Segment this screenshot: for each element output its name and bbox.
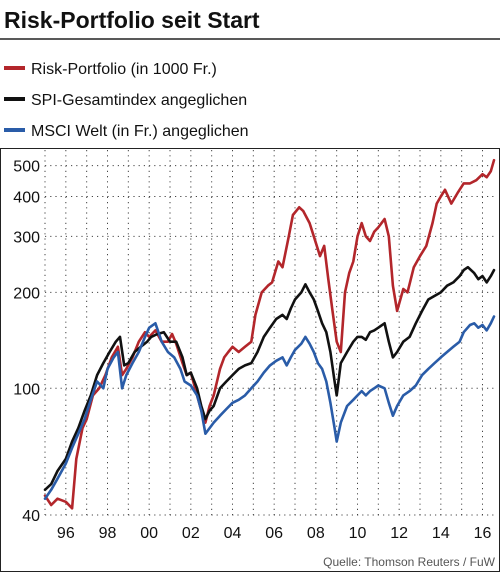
y-tick-label: 400 [13,190,40,207]
x-tick-label: 16 [474,525,492,542]
y-tick-label: 40 [22,508,40,525]
x-tick-label: 96 [57,525,75,542]
chart-title: Risk-Portfolio seit Start [4,7,260,33]
x-tick-label: 14 [432,525,450,542]
legend-label-risk: Risk-Portfolio (in 1000 Fr.) [31,61,217,78]
grid [44,150,495,516]
plot-frame [0,148,500,572]
y-tick-label: 100 [13,381,40,398]
x-tick-label: 10 [349,525,367,542]
x-tick-label: 98 [99,525,117,542]
y-tick-label: 200 [13,285,40,302]
x-tick-label: 12 [390,525,408,542]
x-tick-label: 00 [140,525,158,542]
x-axis: 96 98 00 02 04 06 08 10 12 14 16 [57,525,492,542]
x-tick-label: 06 [265,525,283,542]
series-line-1 [43,158,496,510]
source-note: Quelle: Thomson Reuters / FuW [323,555,496,569]
legend-label-msci: MSCI Welt (in Fr.) angeglichen [31,123,249,140]
legend-label-spi: SPI-Gesamtindex angeglichen [31,92,247,109]
series-line-2 [43,265,496,492]
y-tick-label: 300 [13,229,40,246]
series-layer [43,158,496,510]
x-tick-label: 02 [182,525,200,542]
y-axis: 40 100 200 300 400 500 [13,159,40,525]
x-tick-label: 04 [224,525,242,542]
series-line-3 [43,315,496,500]
x-tick-label: 08 [307,525,325,542]
y-tick-label: 500 [13,159,40,176]
legend: Risk-Portfolio (in 1000 Fr.) SPI-Gesamti… [4,61,249,140]
